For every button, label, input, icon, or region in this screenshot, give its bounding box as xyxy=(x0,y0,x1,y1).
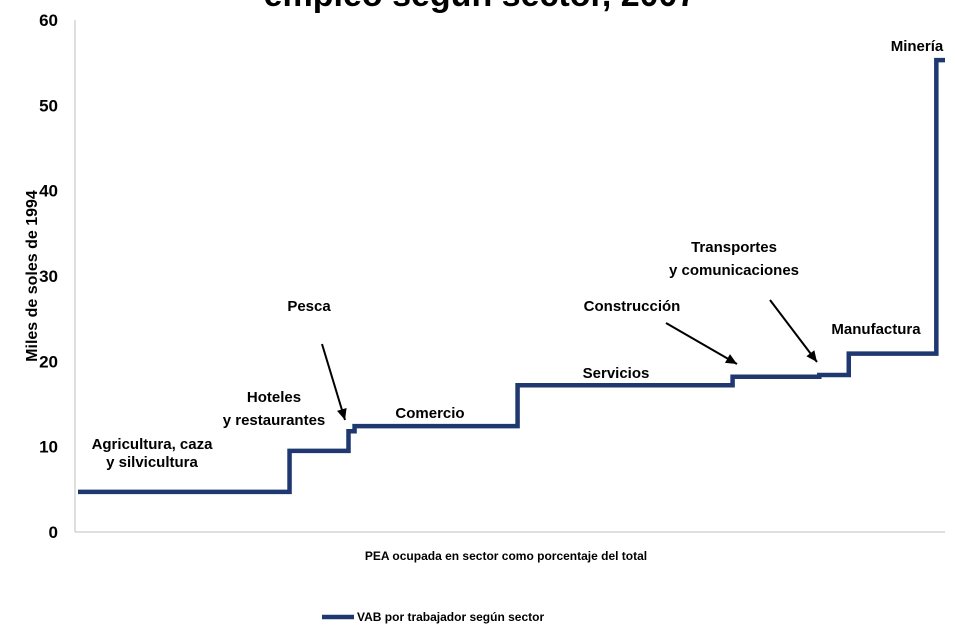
y-tick-label: 20 xyxy=(39,352,58,371)
annotation-agricultura: Agricultura, caza y silvicultura xyxy=(92,436,214,471)
annotation-manufactura: Manufactura xyxy=(831,321,921,338)
chart-title: empleo según sector, 2007 xyxy=(264,0,697,14)
y-tick-label: 10 xyxy=(39,438,58,457)
annotation-transportes: Transportes y comunicaciones xyxy=(669,239,799,279)
y-axis-label: Miles de soles de 1994 xyxy=(24,190,41,362)
y-tick-label: 50 xyxy=(39,96,58,115)
annotation-construccion: Construcción xyxy=(584,298,681,315)
y-tick-label: 60 xyxy=(39,11,58,30)
annotation-arrows xyxy=(321,299,818,421)
arrowhead-construccion xyxy=(724,354,737,364)
y-tick-labels: 0 10 20 30 40 50 60 xyxy=(39,11,58,542)
sector-annotations: Agricultura, caza y silvicultura Hoteles y … xyxy=(92,38,944,471)
y-tick-label: 30 xyxy=(39,267,58,286)
annotation-pesca: Pesca xyxy=(287,298,331,315)
annotation-mineria: Minería xyxy=(891,38,944,55)
y-tick-label: 40 xyxy=(39,182,58,201)
annotation-comercio: Comercio xyxy=(395,405,464,422)
series-line-vab xyxy=(78,57,945,495)
annotation-servicios: Servicios xyxy=(583,365,650,382)
annotation-hoteles: Hoteles y restaurantes xyxy=(223,389,326,429)
arrow-construccion xyxy=(665,322,738,365)
legend-label: VAB por trabajador según sector xyxy=(357,610,544,624)
arrowhead-transportes xyxy=(806,350,817,362)
arrowhead-pesca xyxy=(337,408,347,420)
y-tick-label: 0 xyxy=(49,523,58,542)
arrow-pesca xyxy=(321,343,346,421)
x-axis-label: PEA ocupada en sector como porcentaje de… xyxy=(365,549,647,563)
arrow-transportes xyxy=(769,299,818,363)
